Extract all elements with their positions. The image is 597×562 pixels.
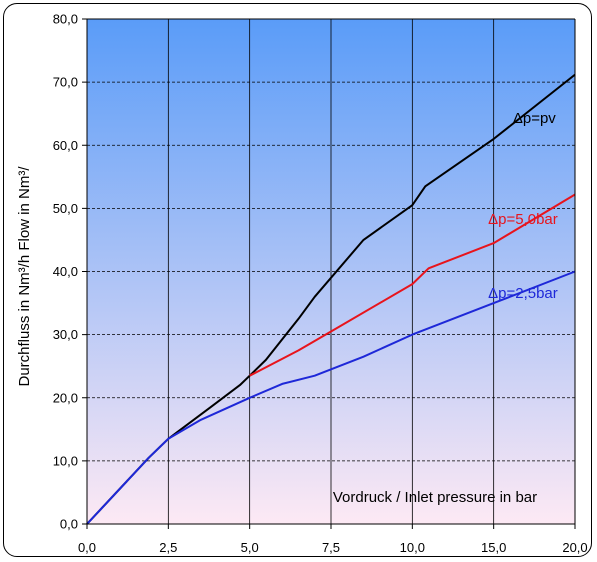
y-tick-label: 50,0 — [53, 201, 78, 216]
series-label-2: Δp=2,5bar — [488, 285, 558, 302]
y-tick-label: 70,0 — [53, 75, 78, 90]
y-tick-label: 10,0 — [53, 453, 78, 468]
x-axis-title: Vordruck / Inlet pressure in bar — [333, 489, 537, 506]
series-line-1 — [249, 193, 576, 377]
x-tick-label: 2,5 — [159, 540, 177, 555]
series-line-0 — [86, 73, 576, 525]
series-line-2 — [86, 270, 576, 525]
y-tick-label: 0,0 — [60, 517, 78, 532]
y-tick-label: 80,0 — [53, 12, 78, 27]
x-tick-label: 15,0 — [481, 540, 506, 555]
y-axis-title: Durchfluss in Nm³/h Flow in Nm³/ — [16, 166, 33, 387]
series-label-1: Δp=5,0bar — [488, 211, 558, 228]
y-tick-label: 20,0 — [53, 390, 78, 405]
x-tick-label: 7,5 — [322, 540, 340, 555]
x-tick-label: 20,0 — [562, 540, 587, 555]
axes — [82, 18, 576, 529]
series-lines — [86, 73, 576, 525]
series-label-0: Δp=pv — [513, 110, 556, 127]
y-tick-label: 60,0 — [53, 138, 78, 153]
x-tick-label: 0,0 — [78, 540, 96, 555]
x-tick-label: 10,0 — [400, 540, 425, 555]
x-tick-label: 5,0 — [241, 540, 259, 555]
labels: 0,0 10,0 20,0 30,0 40,0 50,0 60,0 70,0 80,0 0,0 2,… — [16, 12, 588, 556]
y-tick-label: 30,0 — [53, 327, 78, 342]
y-tick-label: 40,0 — [53, 264, 78, 279]
